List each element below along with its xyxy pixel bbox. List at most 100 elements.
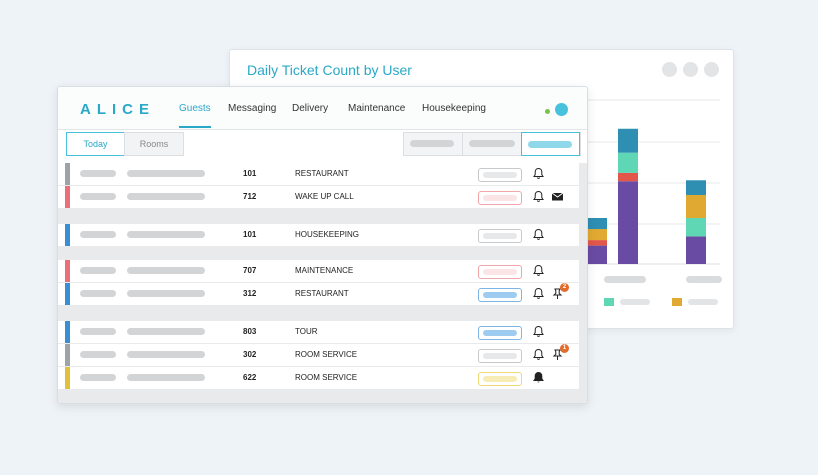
- envelope-icon[interactable]: [551, 190, 564, 203]
- guest-detail-placeholder: [127, 351, 205, 358]
- notification-badge: 1: [560, 344, 569, 353]
- status-pill[interactable]: [478, 326, 522, 340]
- guest-name-placeholder: [80, 328, 116, 335]
- room-number: 302: [243, 350, 257, 359]
- nav-housekeeping[interactable]: Housekeeping: [422, 103, 486, 114]
- tab-rooms[interactable]: Rooms: [124, 132, 184, 156]
- bell-icon[interactable]: [532, 190, 545, 203]
- service-type: HOUSEKEEPING: [295, 230, 360, 239]
- legend-swatch: [604, 298, 614, 306]
- pin-icon[interactable]: 1: [551, 344, 569, 361]
- x-tick-label-placeholder: [604, 276, 646, 283]
- guest-name-placeholder: [80, 267, 116, 274]
- bell-icon[interactable]: [532, 264, 545, 277]
- x-tick-label-placeholder: [686, 276, 722, 283]
- service-type: ROOM SERVICE: [295, 350, 358, 359]
- room-number: 707: [243, 266, 257, 275]
- filter-option-1[interactable]: [404, 133, 463, 155]
- guest-name-placeholder: [80, 351, 116, 358]
- ticket-row[interactable]: 712 WAKE UP CALL: [58, 186, 579, 208]
- service-type: MAINTENANCE: [295, 266, 354, 275]
- ticket-row[interactable]: 622 ROOM SERVICE: [58, 367, 579, 389]
- bell-icon[interactable]: [532, 167, 545, 180]
- ticket-row[interactable]: 302 ROOM SERVICE 1: [58, 344, 579, 366]
- bell-filled-icon[interactable]: [532, 371, 545, 384]
- pin-icon[interactable]: 2: [551, 283, 569, 300]
- tab-today[interactable]: Today: [66, 132, 125, 156]
- bar-segment: [686, 218, 706, 237]
- bar-segment: [618, 152, 638, 173]
- legend-label-placeholder: [688, 299, 718, 305]
- window-button-1[interactable]: [662, 62, 677, 77]
- nav-maintenance[interactable]: Maintenance: [348, 103, 406, 114]
- bar-segment: [587, 229, 607, 241]
- legend-swatch: [672, 298, 682, 306]
- service-type: WAKE UP CALL: [295, 192, 354, 201]
- bar-segment: [618, 128, 638, 153]
- bell-icon[interactable]: [532, 348, 545, 361]
- bell-icon[interactable]: [532, 325, 545, 338]
- priority-indicator: [65, 163, 70, 185]
- nav-delivery[interactable]: Delivery: [292, 103, 329, 114]
- alice-logo: ALICE: [80, 101, 155, 118]
- guest-detail-placeholder: [127, 290, 205, 297]
- room-number: 312: [243, 289, 257, 298]
- nav-guests[interactable]: Guests: [179, 87, 211, 128]
- bar-segment: [587, 245, 607, 264]
- bell-icon[interactable]: [532, 287, 545, 300]
- ticket-row[interactable]: 101 HOUSEKEEPING: [58, 224, 579, 246]
- guest-name-placeholder: [80, 374, 116, 381]
- guest-name-placeholder: [80, 231, 116, 238]
- guest-detail-placeholder: [127, 231, 205, 238]
- guest-detail-placeholder: [127, 267, 205, 274]
- guest-detail-placeholder: [127, 328, 205, 335]
- ticket-row[interactable]: 312 RESTAURANT 2: [58, 283, 579, 305]
- ticket-row[interactable]: 707 MAINTENANCE: [58, 260, 579, 282]
- service-type: RESTAURANT: [295, 289, 349, 298]
- legend-label-placeholder: [620, 299, 650, 305]
- status-pill-fill: [483, 233, 517, 239]
- priority-indicator: [65, 367, 70, 389]
- ticket-row[interactable]: 803 TOUR: [58, 321, 579, 343]
- bar-segment: [587, 218, 607, 230]
- status-pill[interactable]: [478, 349, 522, 363]
- status-pill[interactable]: [478, 168, 522, 182]
- status-pill-fill: [483, 172, 517, 178]
- guest-name-placeholder: [80, 290, 116, 297]
- window-button-2[interactable]: [683, 62, 698, 77]
- guest-name-placeholder: [80, 193, 116, 200]
- online-status-dot: [545, 109, 550, 114]
- nav-messaging[interactable]: Messaging: [228, 103, 277, 114]
- top-navigation: ALICE Guests Messaging Delivery Maintena…: [58, 87, 587, 130]
- status-pill[interactable]: [478, 229, 522, 243]
- priority-indicator: [65, 321, 70, 343]
- ticket-list: 101 RESTAURANT 712 WAKE UP CALL 101 HOUSEKEEP…: [58, 163, 587, 403]
- room-number: 712: [243, 192, 257, 201]
- guest-name-placeholder: [80, 170, 116, 177]
- notification-badge: 2: [560, 283, 569, 292]
- status-pill-fill: [483, 269, 517, 275]
- window-button-3[interactable]: [704, 62, 719, 77]
- user-avatar[interactable]: [555, 103, 568, 116]
- filter-option-2[interactable]: [463, 133, 522, 155]
- priority-indicator: [65, 186, 70, 208]
- service-type: TOUR: [295, 327, 318, 336]
- bell-icon[interactable]: [532, 228, 545, 241]
- guest-detail-placeholder: [127, 170, 205, 177]
- status-pill[interactable]: [478, 265, 522, 279]
- status-pill[interactable]: [478, 288, 522, 302]
- service-type: RESTAURANT: [295, 169, 349, 178]
- priority-indicator: [65, 344, 70, 366]
- bar-segment: [686, 180, 706, 195]
- filter-option-3[interactable]: [521, 132, 580, 156]
- service-type: ROOM SERVICE: [295, 373, 358, 382]
- bar-segment: [618, 181, 638, 264]
- status-pill[interactable]: [478, 191, 522, 205]
- bar-segment: [587, 240, 607, 246]
- status-pill-fill: [483, 330, 517, 336]
- ticket-row[interactable]: 101 RESTAURANT: [58, 163, 579, 185]
- status-pill[interactable]: [478, 372, 522, 386]
- priority-indicator: [65, 224, 70, 246]
- bar-segment: [618, 172, 638, 182]
- priority-indicator: [65, 283, 70, 305]
